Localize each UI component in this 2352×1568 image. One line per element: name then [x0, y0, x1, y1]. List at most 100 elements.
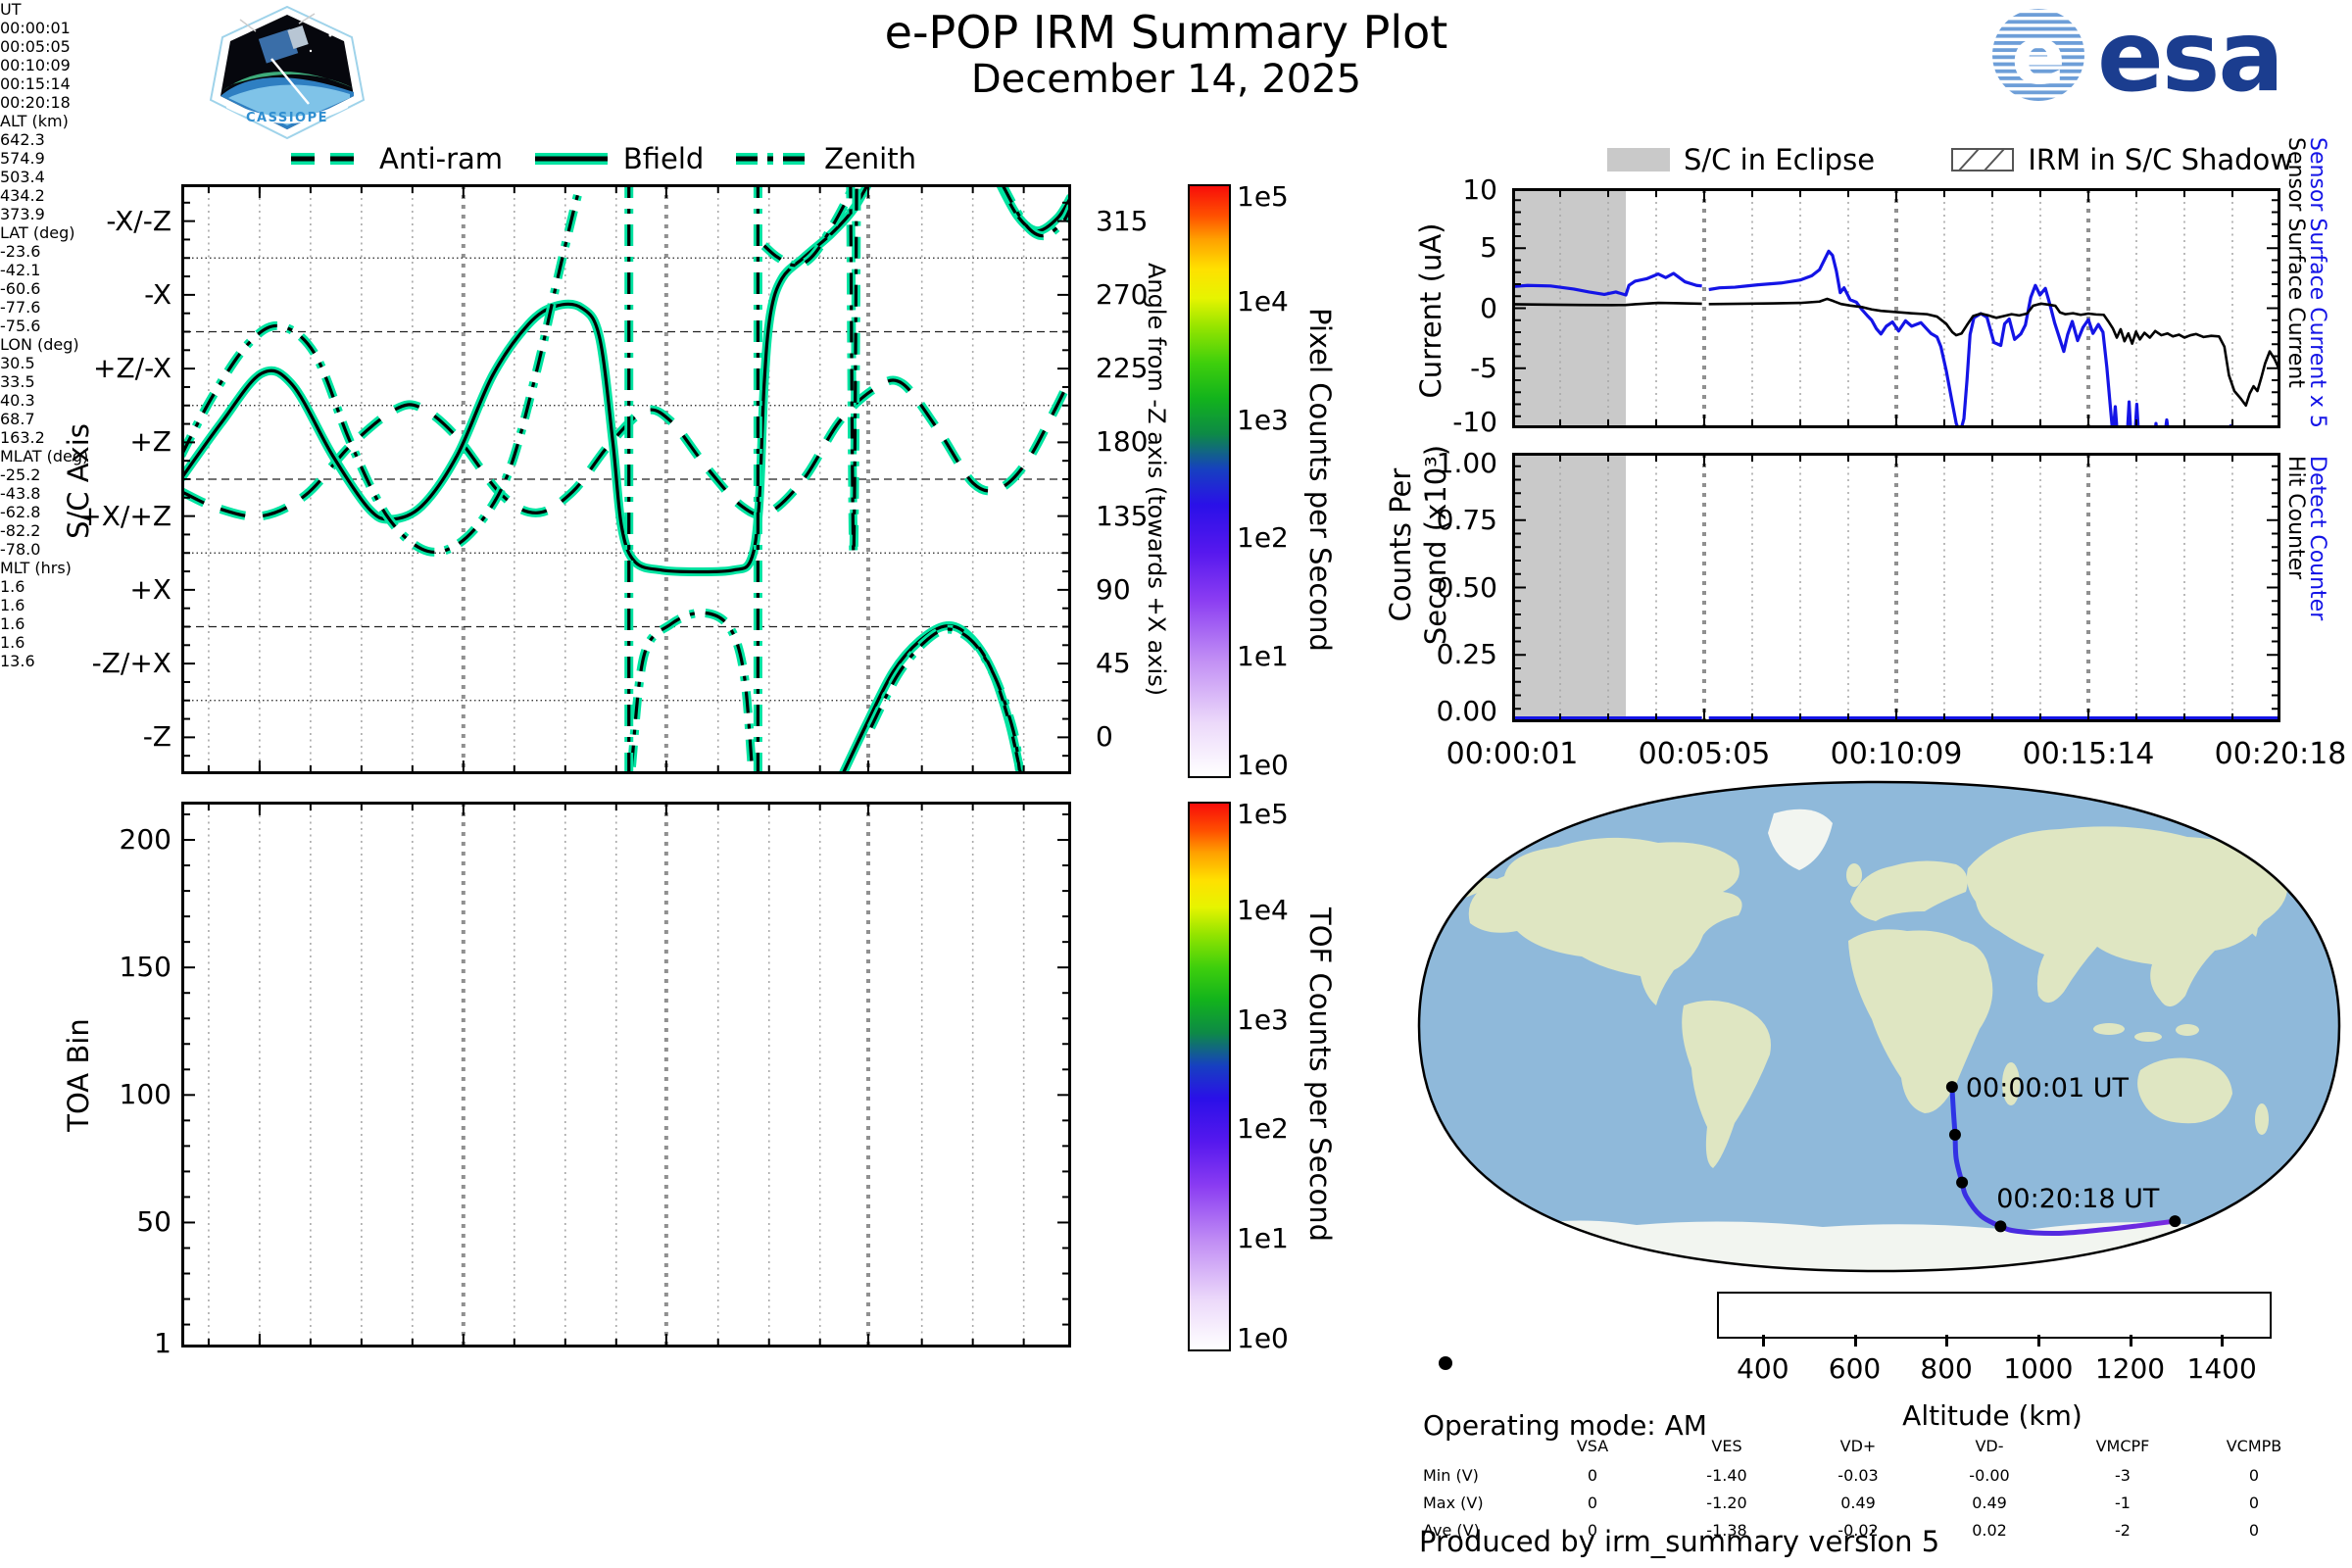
alt-cb-tick-1000: 1000: [2003, 1352, 2074, 1385]
legend-shadow: IRM in S/C Shadow: [1951, 143, 2293, 176]
table-cell: 373.9: [0, 205, 45, 223]
volt-cell: 0: [2248, 1494, 2260, 1512]
svg-text:e: e: [2011, 10, 2066, 103]
table-cell: 33.5: [0, 372, 35, 391]
right-xtick-00:15:14: 00:15:14: [2022, 737, 2155, 771]
volt-cell: -3: [2115, 1466, 2131, 1485]
counts-right-label-blue: Detect Counter: [2305, 456, 2329, 621]
volt-cell: 0: [1587, 1494, 1598, 1512]
tof-cb-tick-1e3: 1e3: [1237, 1003, 1289, 1036]
table-cell: -62.8: [0, 503, 41, 521]
volt-col-VCMPB: VCMPB: [2226, 1437, 2282, 1455]
operating-mode: Operating mode: AM: [1423, 1409, 1707, 1442]
right-xtick-00:05:05: 00:05:05: [1638, 737, 1771, 771]
table-cell: 00:05:05: [0, 37, 71, 56]
tof-colorbar: [1188, 802, 1231, 1351]
sc-axis-ylabel: S/C Axis: [62, 423, 95, 539]
counts-ytick-1.00: 1.00: [1436, 447, 1497, 479]
altitude-colorbar: [1717, 1292, 2272, 1339]
tof-cb-tick-1e1: 1e1: [1237, 1221, 1289, 1254]
pixel-cb-tick-1e1: 1e1: [1237, 639, 1289, 672]
table-row-label-UT: UT: [0, 0, 22, 19]
sc-angle-tick-0: 0: [1096, 720, 1113, 754]
legend-eclipse: S/C in Eclipse: [1607, 143, 1875, 176]
esa-wordmark: esa: [2097, 6, 2282, 104]
cassiope-mission-patch: CASSIOPE: [209, 5, 366, 140]
sc-angle-tick-315: 315: [1096, 204, 1149, 237]
sc-legend: Anti-ram Bfield Zenith: [289, 142, 916, 175]
alt-cb-tickmark: [1853, 1335, 1857, 1347]
sc-ytick--Z: -Z: [142, 720, 172, 754]
legend-antiram: Anti-ram: [289, 142, 503, 175]
table-cell: 1.6: [0, 577, 25, 596]
page-title: e-POP IRM Summary Plot: [884, 6, 1448, 59]
volt-col-VSA: VSA: [1576, 1437, 1609, 1455]
esa-logo: e esa: [1991, 0, 2346, 114]
toa-bin-plot: [181, 802, 1071, 1348]
table-cell: 30.5: [0, 354, 35, 372]
svg-text:00:00:01 UT: 00:00:01 UT: [1966, 1073, 2130, 1103]
current-right-label-blue: Sensor Surface Current x 5: [2305, 137, 2329, 428]
table-cell: 574.9: [0, 149, 45, 168]
toa-ytick-150: 150: [119, 951, 172, 984]
volt-cell: -1.20: [1706, 1494, 1747, 1512]
map-land-ocean: [1419, 782, 2339, 1271]
tof-cb-tick-1e5: 1e5: [1237, 798, 1289, 830]
table-cell: 00:20:18: [0, 93, 71, 112]
table-cell: -25.2: [0, 466, 41, 484]
pixel-cb-tick-1e3: 1e3: [1237, 403, 1289, 436]
ground-track-map: 00:00:01 UT 00:20:18 UT: [1417, 780, 2341, 1273]
volt-cell: 0: [1587, 1466, 1598, 1485]
altitude-colorbar-label: Altitude (km): [1902, 1399, 2082, 1432]
table-cell: 13.6: [0, 652, 35, 670]
sc-ytick-+Z: +Z: [129, 425, 172, 459]
right-xtick-00:00:01: 00:00:01: [1446, 737, 1579, 771]
alt-cb-tick-1400: 1400: [2186, 1352, 2257, 1385]
alt-cb-tick-600: 600: [1828, 1352, 1882, 1385]
pixel-cb-tick-1e0: 1e0: [1237, 749, 1289, 781]
alt-cb-tickmark: [1945, 1335, 1949, 1347]
table-cell: 00:00:01: [0, 19, 71, 37]
volt-col-VMCPF: VMCPF: [2095, 1437, 2150, 1455]
eclipse-swatch-icon: [1607, 148, 1670, 172]
alt-cb-tickmark: [2036, 1335, 2040, 1347]
svg-text:00:20:18 UT: 00:20:18 UT: [1996, 1184, 2160, 1214]
sc-angle-tick-225: 225: [1096, 352, 1149, 385]
antiram-line-icon: [291, 153, 364, 165]
table-cell: 434.2: [0, 186, 45, 205]
sc-angle-tick-45: 45: [1096, 647, 1131, 680]
alt-cb-tick-1200: 1200: [2094, 1352, 2166, 1385]
sc-ytick--X: -X: [144, 277, 172, 311]
alt-cb-tickmark: [2221, 1335, 2225, 1347]
current-right-label-black: Sensor Surface Current: [2283, 137, 2308, 388]
sc-ytick-+Z/-X: +Z/-X: [93, 352, 172, 385]
table-cell: 00:15:14: [0, 74, 71, 93]
pixel-colorbar-label: Pixel Counts per Second: [1303, 307, 1337, 652]
pixel-cb-tick-1e4: 1e4: [1237, 285, 1289, 318]
sc-angle-axis-label: Angle from -Z axis (towards +X axis): [1143, 262, 1170, 697]
bfield-line-icon: [534, 153, 608, 165]
volt-cell: -1: [2115, 1494, 2131, 1512]
sc-angle-tick-135: 135: [1096, 499, 1149, 532]
right-xtick-00:10:09: 00:10:09: [1830, 737, 1963, 771]
right-xtick-00:20:18: 00:20:18: [2214, 737, 2347, 771]
table-cell: 1.6: [0, 596, 25, 614]
volt-cell: -1.40: [1706, 1466, 1747, 1485]
volt-cell: -0.02: [1838, 1521, 1879, 1540]
volt-cell: 0.02: [1972, 1521, 2007, 1540]
sc-ytick-+X/+Z: +X/+Z: [78, 499, 172, 532]
table-row-label-LAT (deg): LAT (deg): [0, 223, 75, 242]
toa-ylabel: TOA Bin: [62, 1018, 95, 1132]
table-cell: 40.3: [0, 391, 35, 410]
current-plot: [1512, 188, 2280, 428]
current-ytick--10: -10: [1452, 406, 1497, 438]
axis-intervals-legend: [1437, 1354, 1474, 1372]
orbit-track: 00:00:01 UT 00:20:18 UT: [1945, 1073, 2181, 1237]
toa-ytick-100: 100: [119, 1078, 172, 1111]
pixel-cb-tick-1e2: 1e2: [1237, 521, 1289, 555]
counts-ytick-0.25: 0.25: [1436, 638, 1497, 671]
table-cell: -78.0: [0, 540, 41, 559]
volt-col-VD+: VD+: [1839, 1437, 1877, 1455]
table-cell: -60.6: [0, 279, 41, 298]
toa-ytick-1: 1: [154, 1327, 172, 1359]
